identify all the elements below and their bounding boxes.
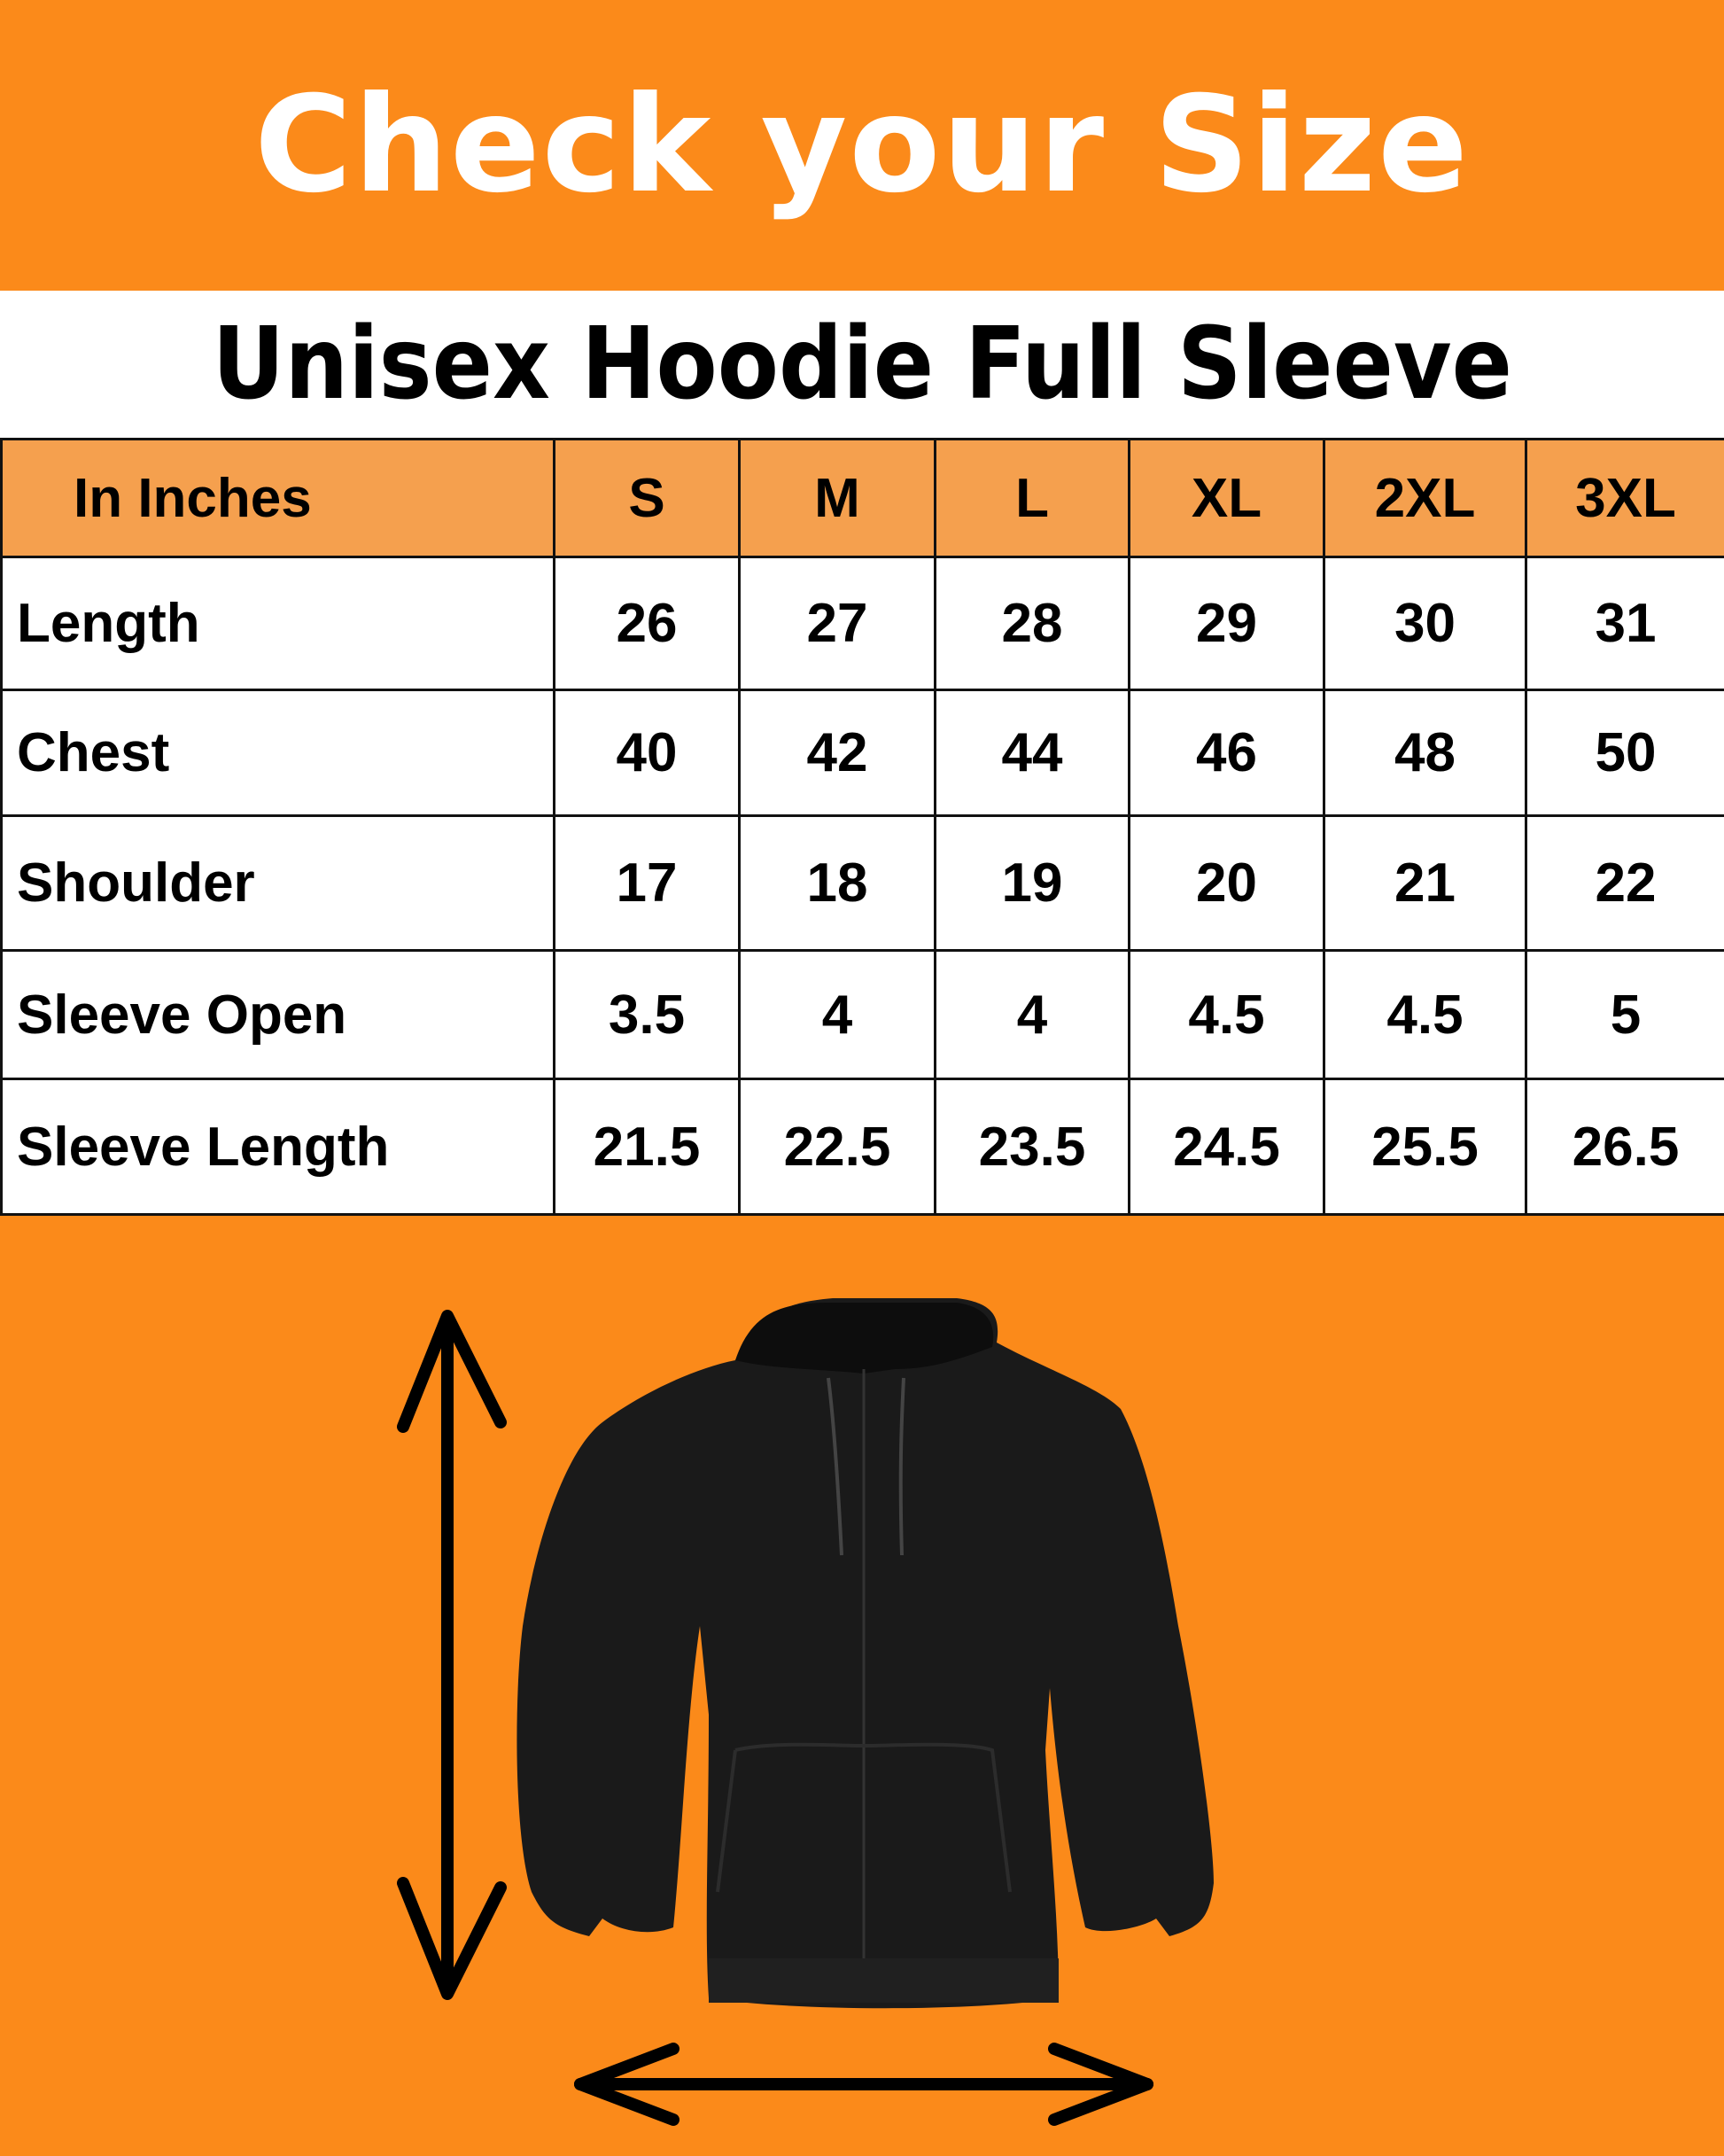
table-cell: 4 <box>934 949 1130 1080</box>
product-title-bar: Unisex Hoodie Full Sleeve <box>0 291 1724 438</box>
column-header: S <box>553 438 741 558</box>
size-chart-table: In Inches S M L XL 2XL 3XL Length 26 27 28 2… <box>0 438 1724 1216</box>
table-header-row: In Inches S M L XL 2XL 3XL <box>0 438 1724 558</box>
table-row: Sleeve Open 3.5 4 4 4.5 4.5 5 <box>0 949 1724 1080</box>
table-row: Length 26 27 28 29 30 31 <box>0 556 1724 691</box>
table-cell: 46 <box>1128 689 1325 817</box>
table-cell: 24.5 <box>1128 1078 1325 1216</box>
table-cell: 18 <box>738 814 936 952</box>
hoodie-icon <box>516 1298 1214 2009</box>
table-row: Shoulder 17 18 19 20 21 22 <box>0 814 1724 952</box>
product-title: Unisex Hoodie Full Sleeve <box>212 307 1512 422</box>
row-label: Length <box>0 556 555 691</box>
table-cell: 21 <box>1323 814 1527 952</box>
table-cell: 40 <box>553 689 741 817</box>
table-cell: 20 <box>1128 814 1325 952</box>
table-cell: 21.5 <box>553 1078 741 1216</box>
table-cell: 25.5 <box>1323 1078 1527 1216</box>
table-cell: 27 <box>738 556 936 691</box>
table-cell: 23.5 <box>934 1078 1130 1216</box>
table-cell: 26.5 <box>1525 1078 1724 1216</box>
page-title: Check your Size <box>254 68 1470 222</box>
table-cell: 42 <box>738 689 936 817</box>
column-header: M <box>738 438 936 558</box>
header-banner: Check your Size <box>0 0 1724 291</box>
table-cell: 31 <box>1525 556 1724 691</box>
vertical-double-arrow-icon <box>397 1310 507 2000</box>
column-header: XL <box>1128 438 1325 558</box>
column-header: In Inches <box>0 438 555 558</box>
table-cell: 28 <box>934 556 1130 691</box>
table-cell: 19 <box>934 814 1130 952</box>
table-row: Sleeve Length 21.5 22.5 23.5 24.5 25.5 26.5 <box>0 1078 1724 1216</box>
table-row: Chest 40 42 44 46 48 50 <box>0 689 1724 817</box>
horizontal-double-arrow-icon <box>574 2043 1153 2126</box>
column-header: 3XL <box>1525 438 1724 558</box>
table-cell: 48 <box>1323 689 1527 817</box>
row-label: Sleeve Open <box>0 949 555 1080</box>
row-label: Chest <box>0 689 555 817</box>
column-header: L <box>934 438 1130 558</box>
table-cell: 4.5 <box>1128 949 1325 1080</box>
table-cell: 3.5 <box>553 949 741 1080</box>
column-header: 2XL <box>1323 438 1527 558</box>
table-cell: 30 <box>1323 556 1527 691</box>
table-cell: 5 <box>1525 949 1724 1080</box>
table-cell: 50 <box>1525 689 1724 817</box>
table-cell: 4 <box>738 949 936 1080</box>
row-label: Shoulder <box>0 814 555 952</box>
table-cell: 17 <box>553 814 741 952</box>
hoodie-illustration <box>397 1298 1214 2126</box>
table-cell: 22 <box>1525 814 1724 952</box>
table-cell: 29 <box>1128 556 1325 691</box>
table-cell: 4.5 <box>1323 949 1527 1080</box>
table-cell: 44 <box>934 689 1130 817</box>
row-label: Sleeve Length <box>0 1078 555 1216</box>
table-cell: 26 <box>553 556 741 691</box>
table-cell: 22.5 <box>738 1078 936 1216</box>
